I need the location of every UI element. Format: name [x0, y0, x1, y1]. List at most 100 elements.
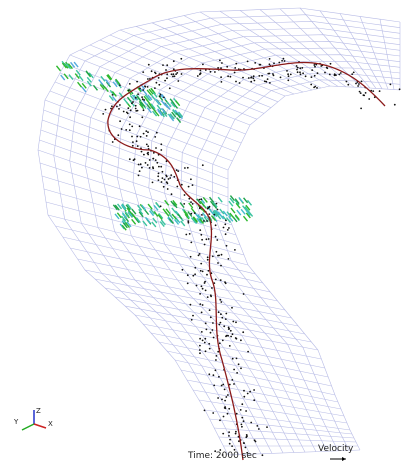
particle [232, 321, 234, 323]
particle [143, 99, 145, 101]
particle [238, 363, 240, 365]
particle [251, 76, 253, 78]
particle [346, 81, 348, 83]
particle [190, 304, 192, 306]
particle [166, 64, 168, 66]
particle [210, 316, 212, 318]
mesh-line [212, 80, 400, 451]
particle [194, 273, 196, 275]
particle [145, 162, 147, 164]
particle [199, 345, 201, 347]
particle [167, 188, 169, 190]
velocity-glyph [239, 197, 243, 202]
velocity-glyph [78, 82, 82, 87]
particle [123, 111, 125, 113]
particle [188, 222, 190, 224]
mesh-line [210, 419, 352, 434]
particle [176, 169, 178, 171]
particle [132, 145, 134, 147]
particle [135, 108, 137, 110]
particle [137, 145, 139, 147]
particle [166, 73, 168, 75]
particle [139, 88, 141, 90]
particle [213, 374, 215, 376]
particle [228, 431, 230, 433]
particle [206, 238, 208, 240]
particle [243, 293, 245, 295]
channel-mesh [38, 8, 400, 455]
particle [141, 116, 143, 118]
particle [253, 75, 255, 77]
particle [160, 149, 162, 151]
particle [222, 384, 224, 386]
particle [202, 288, 204, 290]
particle [233, 369, 235, 371]
particle [399, 88, 401, 90]
particle [135, 105, 137, 107]
velocity-glyph [101, 76, 105, 81]
particle [173, 176, 175, 178]
particle [136, 140, 138, 142]
particle [236, 413, 238, 415]
velocity-glyph [165, 200, 169, 205]
particle [358, 83, 360, 85]
particle [286, 70, 288, 72]
particle [155, 159, 157, 161]
particle [134, 158, 136, 160]
particle [201, 285, 203, 287]
particle [131, 136, 133, 138]
particle [238, 440, 240, 442]
particle [253, 389, 255, 391]
particle [190, 242, 192, 244]
mesh-line [196, 74, 400, 451]
particle [168, 178, 170, 180]
particle [329, 74, 331, 76]
particle [240, 409, 242, 411]
particle [230, 336, 232, 338]
particle [230, 330, 232, 332]
particle [262, 454, 264, 456]
particle [201, 331, 203, 333]
particle [162, 177, 164, 179]
particle [242, 331, 244, 333]
particle [162, 171, 164, 173]
mesh-line [70, 248, 270, 292]
mesh-line [149, 55, 400, 452]
mesh-line [133, 48, 400, 453]
particle [258, 428, 260, 430]
particle [218, 376, 220, 378]
particle [220, 301, 222, 303]
particle [242, 77, 244, 79]
particle [147, 86, 149, 88]
particle [152, 158, 154, 160]
particle [180, 58, 182, 60]
particle [125, 129, 127, 131]
particle [139, 125, 141, 127]
particle [236, 338, 238, 340]
mesh-line [380, 19, 394, 89]
particle [218, 324, 220, 326]
particle [187, 167, 189, 169]
particle [165, 69, 167, 71]
particle [287, 79, 289, 81]
particle [235, 81, 237, 83]
particle [330, 63, 332, 65]
particle [140, 163, 142, 165]
mesh-line [40, 163, 232, 225]
particle [252, 78, 254, 80]
axes-triad: Z Y X [13, 407, 53, 430]
particle [199, 338, 201, 340]
particle [347, 84, 349, 86]
particle [200, 198, 202, 200]
particle [200, 234, 202, 236]
particle [215, 369, 217, 371]
particle [208, 213, 210, 215]
particle [154, 136, 156, 138]
velocity-glyph [64, 74, 68, 79]
particle [225, 282, 227, 284]
x-label: X [48, 420, 53, 428]
velocity-glyph [156, 203, 160, 208]
particle [184, 194, 186, 196]
particle [143, 109, 145, 111]
mesh-line [39, 140, 228, 206]
